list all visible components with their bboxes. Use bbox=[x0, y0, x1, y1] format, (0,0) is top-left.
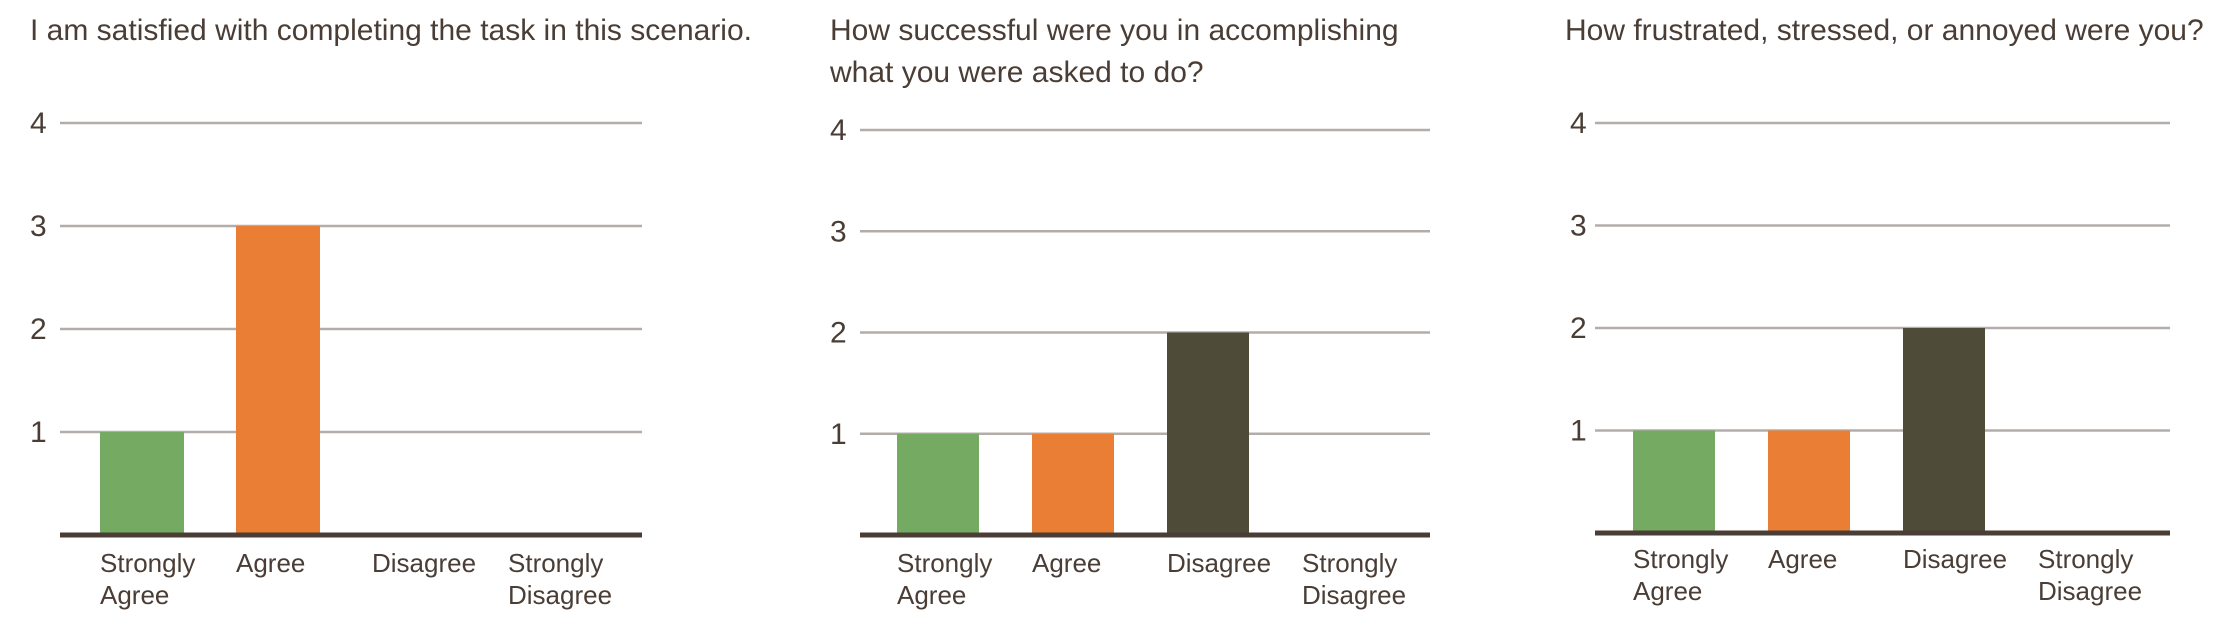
category-label: Agree bbox=[1032, 548, 1101, 578]
category-label: Strongly Disagree bbox=[508, 548, 612, 610]
category-label: Strongly Agree bbox=[1633, 544, 1728, 606]
bar-chart-success: 1 2 3 4 Strongly Agree Agree Disagree Strongly Di… bbox=[830, 114, 1430, 610]
category-label: Disagree bbox=[1903, 544, 2007, 574]
category-label: Strongly Disagree bbox=[2038, 544, 2142, 606]
y-tick-label: 2 bbox=[1570, 312, 1587, 345]
y-tick-label: 4 bbox=[30, 107, 47, 140]
y-tick-label: 1 bbox=[830, 418, 847, 451]
chart-panel-frustration: How frustrated, stressed, or annoyed wer… bbox=[1540, 0, 2227, 638]
bar-satisfaction-1 bbox=[236, 226, 320, 535]
bar-frustration-0 bbox=[1633, 430, 1715, 533]
y-tick-label: 1 bbox=[30, 416, 47, 449]
category-label: Strongly Agree bbox=[100, 548, 195, 610]
bar-success-0 bbox=[897, 433, 979, 535]
category-label: Disagree bbox=[1167, 548, 1271, 578]
chart-panel-success: How successful were you in accomplishing… bbox=[800, 0, 1500, 638]
y-tick-label: 1 bbox=[1570, 415, 1587, 448]
category-label: Agree bbox=[236, 548, 305, 578]
y-tick-label: 3 bbox=[30, 210, 47, 243]
category-label: Strongly Disagree bbox=[1302, 548, 1406, 610]
y-tick-label: 3 bbox=[830, 215, 847, 248]
y-tick-label: 4 bbox=[1570, 107, 1587, 140]
bar-chart-frustration: 1 2 3 4 Strongly Agree Agree Disagree Strongly Di… bbox=[1570, 107, 2170, 606]
category-label: Agree bbox=[1768, 544, 1837, 574]
bar-success-1 bbox=[1032, 433, 1114, 535]
chart-panel-satisfaction: I am satisfied with completing the task … bbox=[0, 0, 752, 638]
bar-chart-satisfaction: 1 2 3 4 Strongly Agree Agree Disagree Strongly Di… bbox=[30, 107, 642, 610]
bar-frustration-1 bbox=[1768, 430, 1850, 533]
bar-satisfaction-0 bbox=[100, 432, 184, 535]
bar-success-2 bbox=[1167, 332, 1249, 535]
category-label: Strongly Agree bbox=[897, 548, 992, 610]
y-tick-label: 3 bbox=[1570, 210, 1587, 243]
y-tick-label: 2 bbox=[830, 317, 847, 350]
chart-title: I am satisfied with completing the task … bbox=[30, 14, 752, 47]
category-label: Disagree bbox=[372, 548, 476, 578]
chart-title: How successful were you in accomplishing… bbox=[830, 14, 1399, 89]
bar-frustration-2 bbox=[1903, 328, 1985, 533]
chart-title: How frustrated, stressed, or annoyed wer… bbox=[1565, 14, 2204, 47]
y-tick-label: 4 bbox=[830, 114, 847, 147]
y-tick-label: 2 bbox=[30, 313, 47, 346]
